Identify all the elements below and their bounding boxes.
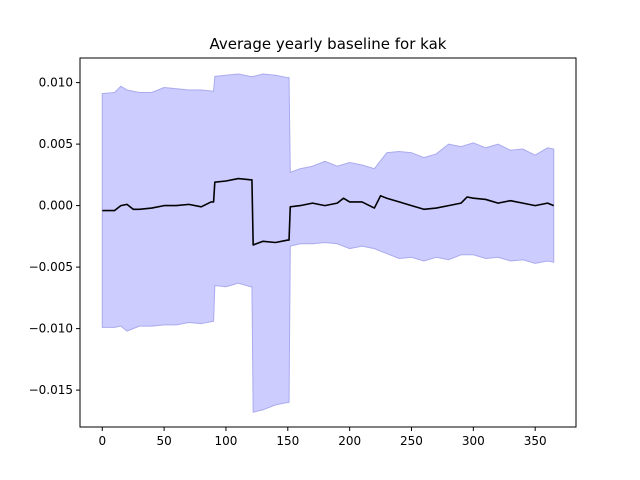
y-tick-label: −0.015 — [29, 383, 73, 397]
confidence-band — [101, 73, 555, 413]
x-tick-label: 100 — [215, 434, 238, 448]
x-axis: 0 50 100 150 200 250 300 350 — [98, 427, 547, 448]
y-tick-label: −0.010 — [29, 322, 73, 336]
y-axis: −0.015 −0.010 −0.005 0.000 0.005 0.010 — [29, 76, 80, 397]
y-tick-label: 0.000 — [39, 199, 73, 213]
chart-title: Average yearly baseline for kak — [210, 35, 447, 53]
x-tick-label: 200 — [338, 434, 361, 448]
x-tick-label: 350 — [524, 434, 547, 448]
x-tick-label: 150 — [276, 434, 299, 448]
y-tick-label: 0.010 — [39, 76, 73, 90]
x-tick-label: 0 — [98, 434, 106, 448]
plot-area — [101, 73, 555, 413]
y-tick-label: 0.005 — [39, 137, 73, 151]
x-tick-label: 50 — [156, 434, 171, 448]
x-tick-label: 300 — [462, 434, 485, 448]
axes-frame — [79, 57, 577, 428]
mean-line — [102, 177, 555, 246]
x-tick-label: 250 — [400, 434, 423, 448]
y-tick-label: −0.005 — [29, 260, 73, 274]
